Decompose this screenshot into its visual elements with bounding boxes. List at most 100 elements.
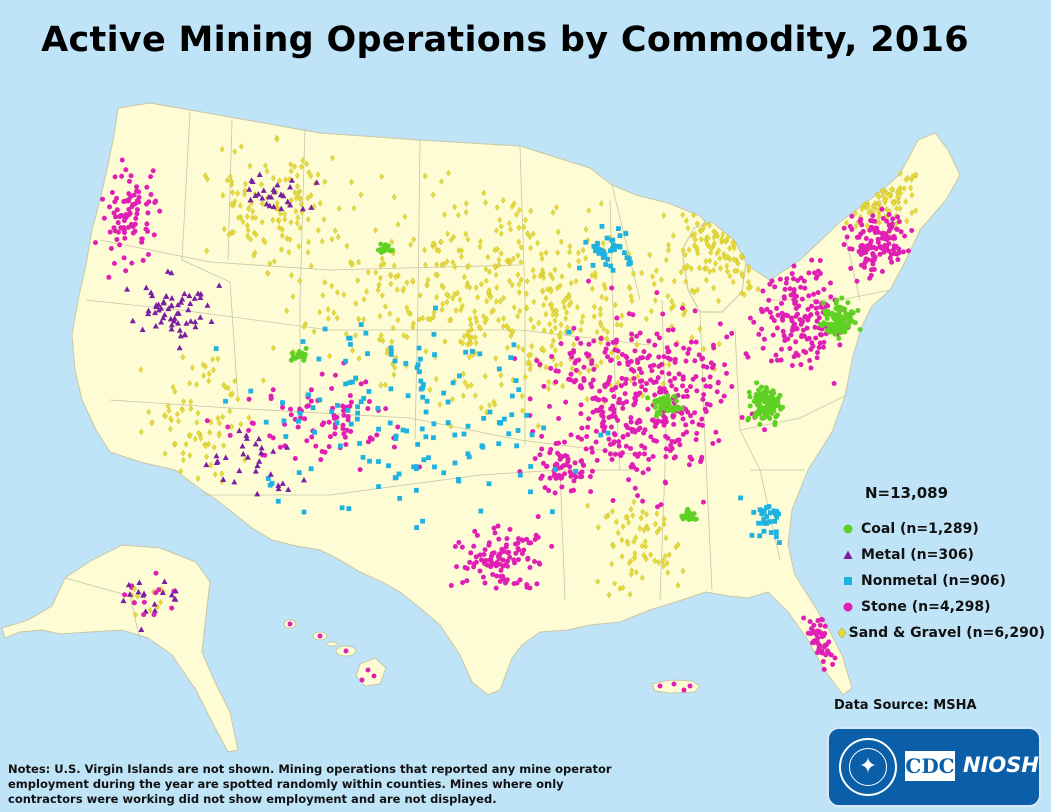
sand-gravel-mine-marker [166,407,172,414]
stone-mine-marker [868,224,874,230]
stone-mine-marker [863,246,869,252]
stone-mine-marker [111,225,117,231]
nonmetal-mine-marker [337,443,343,449]
stone-mine-marker [648,377,654,383]
metal-mine-marker [185,306,192,313]
stone-mine-marker [472,528,478,534]
stone-mine-marker [600,409,606,415]
sand-gravel-mine-marker [253,214,259,221]
metal-mine-marker [126,591,133,597]
sand-gravel-mine-marker [315,227,321,234]
stone-mine-marker [817,258,823,264]
stone-mine-marker [448,582,454,588]
coal-mine-marker [839,295,845,301]
sand-gravel-mine-marker [344,242,350,250]
sand-gravel-mine-marker [661,212,667,219]
stone-mine-marker [157,208,163,214]
sand-gravel-mine-marker [207,429,213,436]
sand-gravel-mine-marker [541,301,547,309]
sand-gravel-mine-marker [331,309,337,316]
stone-mine-marker [340,422,346,428]
sand-gravel-mine-marker [507,259,513,266]
stone-mine-marker [819,650,825,656]
nonmetal-mine-marker [756,520,762,526]
sand-gravel-mine-marker [382,381,388,389]
sand-gravel-mine-marker [265,270,271,277]
coal-mine-marker [671,393,677,399]
sand-gravel-mine-marker [335,289,340,296]
stone-mine-marker [873,246,879,252]
stone-mine-marker [679,305,685,311]
nonmetal-mine-marker [776,511,781,517]
sand-gravel-mine-marker [434,246,440,253]
sand-gravel-mine-marker [361,296,367,303]
stone-mine-marker [887,255,893,261]
sand-gravel-mine-marker [641,526,647,534]
sand-gravel-mine-marker [897,170,903,177]
sand-gravel-mine-marker [620,584,626,591]
stone-mine-marker [629,337,635,343]
coal-mine-marker [763,405,769,411]
stone-mine-marker [598,335,604,341]
sand-gravel-mine-marker [654,529,660,536]
sand-gravel-mine-marker [461,370,466,378]
state-border-line [611,184,641,301]
stone-mine-marker [587,474,593,480]
stone-mine-marker [808,312,814,318]
sand-gravel-mine-marker [615,354,621,361]
sand-gravel-mine-marker [422,172,428,180]
sand-gravel-mine-marker [593,269,598,277]
nonmetal-mine-marker [343,358,349,364]
coal-mine-marker [303,345,309,351]
sand-gravel-mine-marker [509,281,515,289]
stone-mine-marker [579,458,585,464]
stone-mine-marker [684,393,690,399]
stone-mine-marker [467,559,473,565]
stone-mine-marker [652,392,658,398]
sand-gravel-mine-marker [473,284,479,291]
sand-gravel-mine-marker [315,171,321,178]
notes-text: Notes: U.S. Virgin Islands are not shown… [8,762,612,806]
sand-gravel-mine-marker [701,345,707,353]
sand-gravel-mine-marker [423,261,428,269]
metal-mine-marker [252,468,259,474]
nonmetal-mine-marker [417,369,422,375]
stone-mine-marker [613,385,619,391]
sand-gravel-mine-marker [853,210,858,217]
stone-mine-marker [524,536,530,542]
sand-gravel-mine-marker [619,312,625,319]
sand-gravel-mine-marker [288,167,294,175]
nonmetal-mine-marker [334,420,340,426]
sand-gravel-mine-marker [422,246,427,254]
stone-mine-marker [498,567,504,573]
sand-gravel-mine-marker [717,255,723,262]
stone-mine-marker [534,581,540,587]
stone-mine-marker [619,375,625,381]
stone-mine-marker [537,361,543,367]
stone-mine-marker [534,358,540,364]
nonmetal-mine-marker [617,243,622,249]
coal-mine-marker [828,321,834,327]
stone-mine-marker [112,199,118,205]
stone-mine-marker [540,460,546,466]
stone-mine-marker [581,364,587,370]
nonmetal-mine-marker [509,393,515,399]
sand-gravel-mine-marker [659,276,664,284]
stone-mine-marker [558,341,564,347]
stone-mine-marker [656,363,662,369]
metal-mine-marker [208,318,215,325]
sand-gravel-mine-marker [524,278,530,285]
sand-gravel-mine-marker [633,534,639,541]
sand-gravel-mine-marker [401,332,407,339]
stone-mine-marker [860,250,866,256]
nonmetal-mine-marker [457,373,462,379]
nonmetal-mine-marker [600,251,606,257]
sand-gravel-mine-marker [586,367,592,374]
metal-mine-marker [168,269,175,276]
sand-gravel-mine-marker [711,239,717,247]
stone-mine-marker [769,278,775,284]
sand-gravel-mine-marker [555,228,561,236]
sand-gravel-mine-marker [859,205,865,213]
nonmetal-mine-marker [757,507,763,513]
stone-mine-marker [496,536,502,542]
